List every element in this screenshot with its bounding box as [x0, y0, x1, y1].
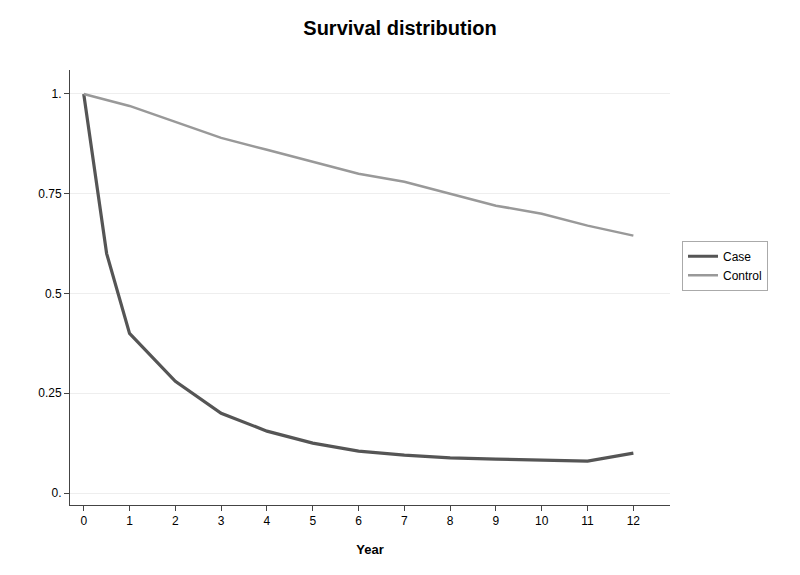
- svg-text:Case: Case: [723, 250, 751, 264]
- svg-text:Control: Control: [723, 269, 762, 283]
- svg-text:0.75: 0.75: [38, 187, 62, 201]
- svg-text:8: 8: [447, 514, 454, 528]
- svg-text:7: 7: [401, 514, 408, 528]
- svg-text:Survival distribution: Survival distribution: [303, 17, 496, 39]
- svg-text:Year: Year: [356, 542, 383, 557]
- svg-text:12: 12: [627, 514, 641, 528]
- svg-text:0.: 0.: [52, 486, 62, 500]
- svg-text:0.25: 0.25: [38, 386, 62, 400]
- svg-text:4: 4: [264, 514, 271, 528]
- svg-text:0: 0: [80, 514, 87, 528]
- svg-text:5: 5: [309, 514, 316, 528]
- svg-text:1: 1: [126, 514, 133, 528]
- svg-text:0.5: 0.5: [45, 287, 62, 301]
- svg-text:1.: 1.: [52, 87, 62, 101]
- svg-text:3: 3: [218, 514, 225, 528]
- svg-text:11: 11: [581, 514, 594, 528]
- svg-text:9: 9: [493, 514, 500, 528]
- svg-text:6: 6: [355, 514, 362, 528]
- svg-text:2: 2: [172, 514, 179, 528]
- svg-text:10: 10: [535, 514, 549, 528]
